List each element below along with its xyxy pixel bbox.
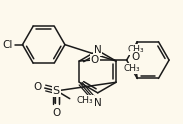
Text: O: O xyxy=(131,52,139,62)
Text: N: N xyxy=(94,97,102,108)
Text: CH₃: CH₃ xyxy=(76,96,93,105)
Text: O: O xyxy=(33,82,42,92)
Text: N: N xyxy=(94,45,102,55)
Text: O: O xyxy=(131,58,139,68)
Text: O: O xyxy=(52,108,60,118)
Text: O: O xyxy=(91,55,99,65)
Text: Cl: Cl xyxy=(3,40,13,50)
Text: CH₃: CH₃ xyxy=(123,64,140,73)
Text: CH₃: CH₃ xyxy=(127,45,144,54)
Text: S: S xyxy=(53,86,60,96)
